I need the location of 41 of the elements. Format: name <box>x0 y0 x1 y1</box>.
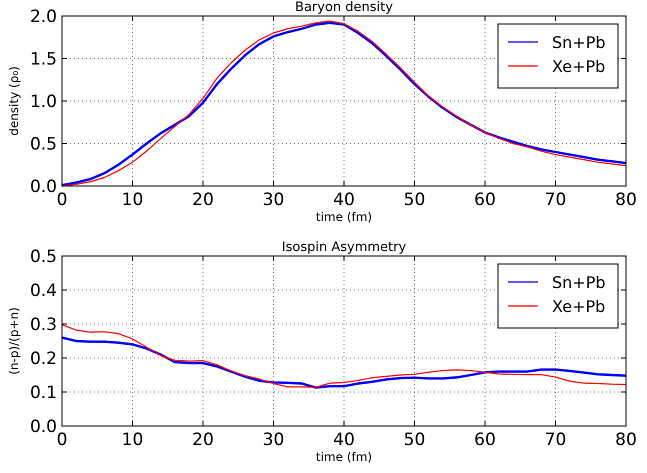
x-tick-label: 30 <box>262 430 284 450</box>
x-tick-label: 50 <box>404 430 426 450</box>
x-tick-label: 40 <box>333 190 355 210</box>
y-tick-label: 2.0 <box>30 7 57 27</box>
y-axis-title: density (ρ₀) <box>7 66 21 136</box>
x-axis-title: time (fm) <box>316 210 372 224</box>
x-tick-label: 50 <box>404 190 426 210</box>
y-tick-label: 0.4 <box>30 281 57 301</box>
x-tick-label: 10 <box>122 430 144 450</box>
y-tick-label: 0.0 <box>30 177 57 197</box>
legend-label: Xe+Pb <box>552 297 606 316</box>
line-series <box>60 336 628 389</box>
x-tick-label: 40 <box>333 430 355 450</box>
x-tick-label: 10 <box>122 190 144 210</box>
y-axis-title: (n-p)/(p+n) <box>7 307 21 375</box>
y-tick-label: 1.0 <box>30 92 57 112</box>
y-tick-label: 0.5 <box>30 134 57 154</box>
x-tick-label: 60 <box>474 430 496 450</box>
x-tick-label: 60 <box>474 190 496 210</box>
x-tick-label: 70 <box>544 430 566 450</box>
x-tick-label: 30 <box>262 190 284 210</box>
x-tick-label: 20 <box>192 430 214 450</box>
legend-label: Xe+Pb <box>552 57 606 76</box>
y-tick-label: 0.1 <box>30 383 57 403</box>
x-axis-title: time (fm) <box>316 450 372 464</box>
chart-title: Isospin Asymmetry <box>282 240 406 255</box>
legend-label: Sn+Pb <box>552 33 606 52</box>
chart-title: Baryon density <box>295 0 394 15</box>
x-tick-label: 0 <box>56 190 68 210</box>
y-tick-label: 0.5 <box>30 247 57 267</box>
x-tick-label: 70 <box>544 190 566 210</box>
x-tick-label: 80 <box>615 190 637 210</box>
y-tick-label: 0.3 <box>30 315 57 335</box>
legend-label: Sn+Pb <box>552 273 606 292</box>
y-tick-label: 0.0 <box>30 417 57 437</box>
x-tick-label: 0 <box>56 430 68 450</box>
y-tick-label: 1.5 <box>30 50 57 70</box>
y-tick-label: 0.2 <box>30 349 57 369</box>
x-tick-label: 20 <box>192 190 214 210</box>
x-tick-label: 80 <box>615 430 637 450</box>
line-series <box>61 324 627 388</box>
